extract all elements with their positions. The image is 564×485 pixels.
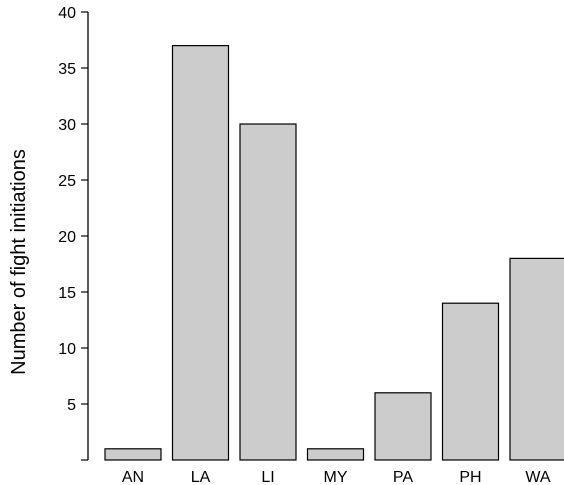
x-tick-label-my: MY xyxy=(324,469,348,485)
y-axis: 5 10 15 20 25 30 35 40 xyxy=(58,5,89,461)
y-tick-label-35: 35 xyxy=(58,61,76,78)
y-tick-label-15: 15 xyxy=(58,285,76,302)
bar-pa xyxy=(374,392,432,461)
bar-la xyxy=(171,44,230,461)
x-axis: AN LA LI MY PA PH WA xyxy=(122,469,551,485)
x-tick-label-wa: WA xyxy=(525,469,551,485)
bar-an xyxy=(104,448,162,461)
y-tick-label-40: 40 xyxy=(58,5,76,22)
y-tick-label-20: 20 xyxy=(58,229,76,246)
bar-my xyxy=(306,448,365,461)
x-tick-label-la: LA xyxy=(191,469,211,485)
y-tick-label-25: 25 xyxy=(58,173,76,190)
x-tick-label-an: AN xyxy=(122,469,144,485)
y-tick-label-30: 30 xyxy=(58,117,76,134)
x-tick-label-ph: PH xyxy=(459,469,481,485)
x-tick-label-li: LI xyxy=(261,469,274,485)
bar-wa xyxy=(509,257,564,461)
y-tick-label-10: 10 xyxy=(58,341,76,358)
y-axis-title: Number of fight initiations xyxy=(8,149,30,375)
x-tick-label-pa: PA xyxy=(393,469,413,485)
bar-li xyxy=(239,123,297,461)
y-tick-label-5: 5 xyxy=(67,397,76,414)
bars-group xyxy=(104,44,564,461)
bar-ph xyxy=(441,302,500,461)
